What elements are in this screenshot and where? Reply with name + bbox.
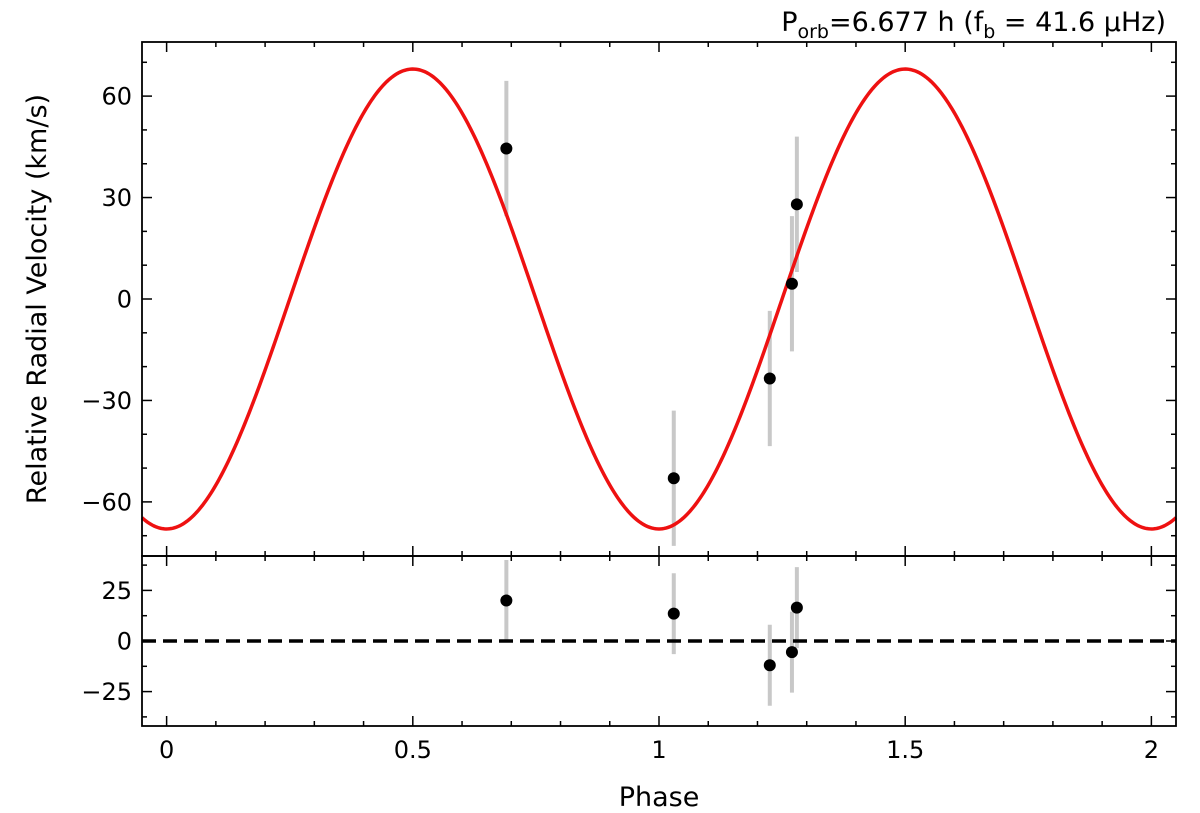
residual-point-1 [500,594,513,607]
rv-point-4 [785,277,798,290]
residual-point-3 [763,659,776,672]
title-value: =6.677 h (f [829,7,985,38]
top-ytick-label: −60 [81,488,132,516]
rv-point-3 [763,372,776,385]
top-ytick-label: 0 [117,286,132,314]
top-ytick-label: 30 [101,184,132,212]
title-prefix: P [781,7,797,38]
rv-point-2 [667,472,680,485]
bottom-ytick-label: 25 [101,577,132,605]
residual-errorbars [504,560,799,706]
top-panel-frame [141,41,1177,557]
bottom-panel: −25 0 25 [81,555,1177,727]
bottom-ytick-label: −25 [81,678,132,706]
rv-point-1 [500,142,513,155]
top-ticks [142,42,1176,556]
xtick-label: 1.5 [886,736,924,764]
top-ytick-label: 60 [101,83,132,111]
residual-data-points [500,594,803,672]
x-tick-labels: 0 0.5 1 1.5 2 [159,736,1159,764]
bottom-y-tick-labels: −25 0 25 [81,577,132,706]
top-panel: −60 −30 0 30 60 [81,41,1178,557]
xtick-label: 2 [1144,736,1159,764]
top-y-tick-labels: −60 −30 0 30 60 [81,83,132,517]
residual-point-4 [785,646,798,659]
top-ytick-label: −30 [81,387,132,415]
bottom-panel-frame [141,555,1177,727]
x-axis-title: Phase [619,782,700,813]
title-f-sub: b [983,21,995,43]
residual-point-5 [790,601,803,614]
xtick-label: 1 [651,736,666,764]
title-prefix-sub: orb [798,21,830,43]
rv-point-5 [790,198,803,211]
xtick-label: 0.5 [394,736,432,764]
top-errorbars [504,80,799,546]
model-curve [140,67,1178,531]
y-axis-title: Relative Radial Velocity (km/s) [22,94,53,504]
bottom-ytick-label: 0 [117,628,132,656]
top-data-points [500,142,803,485]
title-rest: = 41.6 μHz) [995,7,1166,38]
xtick-label: 0 [159,736,174,764]
residual-point-2 [667,607,680,620]
chart-title: Porb=6.677 h (fb = 41.6 μHz) [781,7,1166,43]
